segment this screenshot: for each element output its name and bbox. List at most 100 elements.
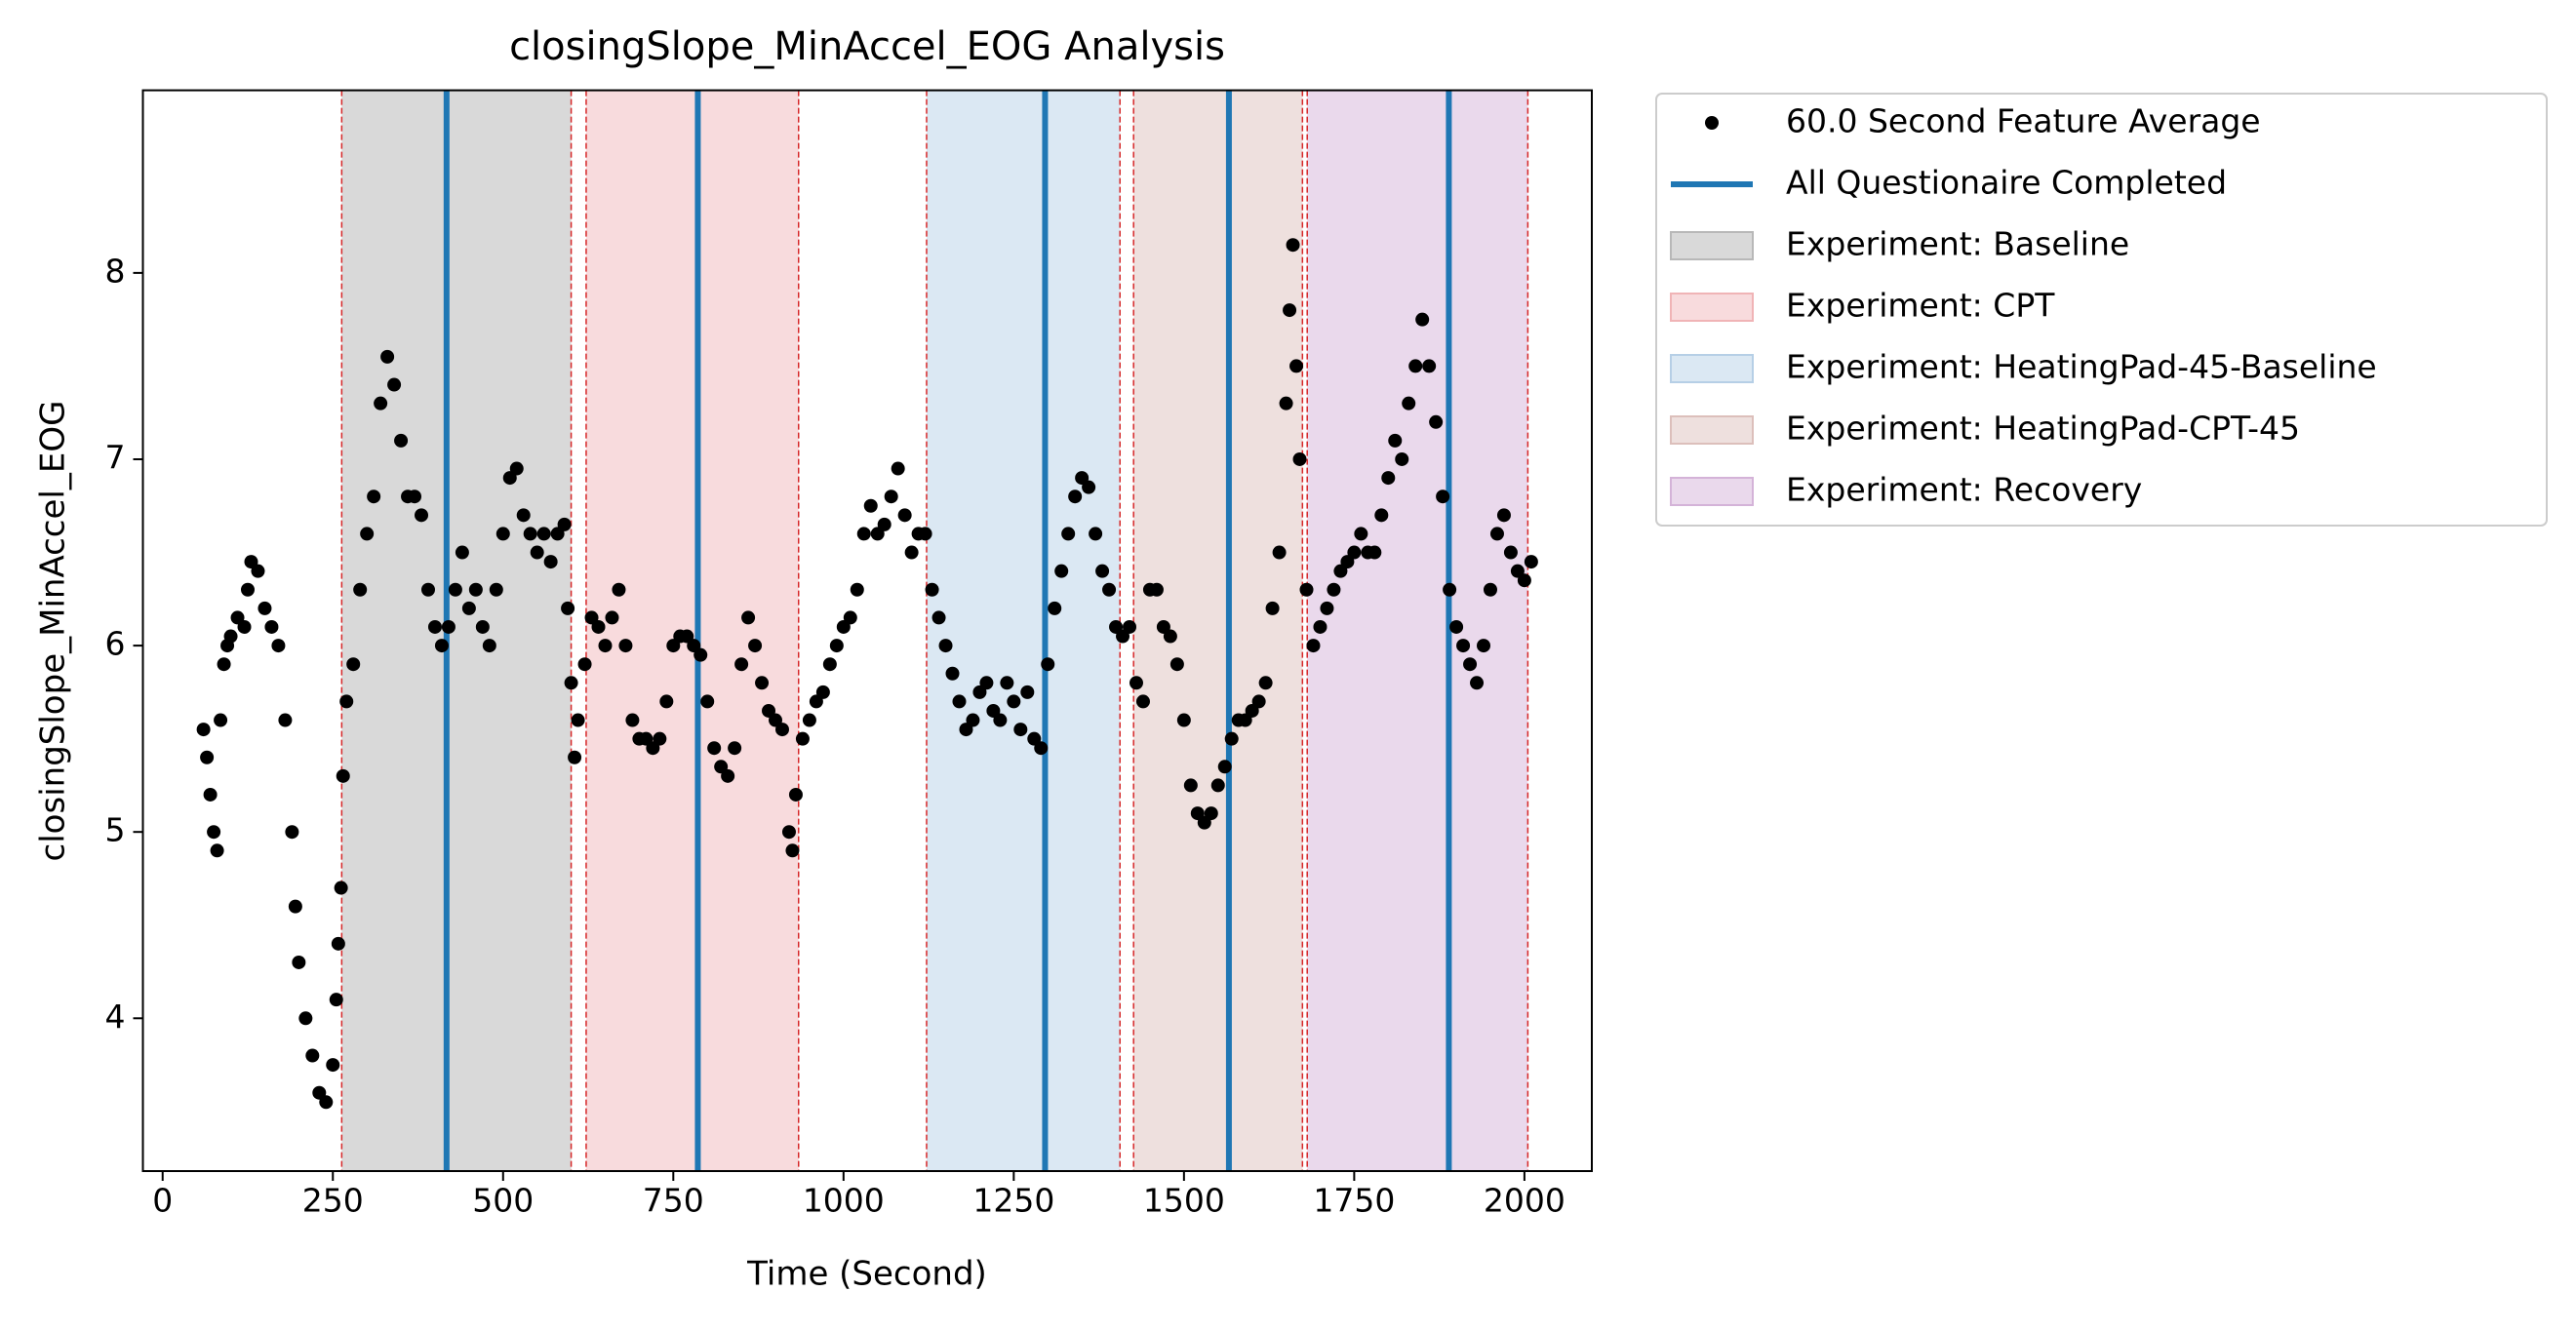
data-point xyxy=(1320,601,1334,615)
x-tick-label: 2000 xyxy=(1484,1182,1565,1220)
data-point xyxy=(482,639,496,653)
chart-title: closingSlope_MinAccel_EOG Analysis xyxy=(509,24,1225,69)
data-point xyxy=(707,741,722,756)
data-point xyxy=(1034,741,1049,756)
data-point xyxy=(564,676,578,690)
data-point xyxy=(331,936,345,951)
data-point xyxy=(700,694,715,709)
data-point xyxy=(441,619,456,634)
data-point xyxy=(1135,694,1150,709)
legend-swatch xyxy=(1670,293,1754,322)
data-point xyxy=(1408,359,1423,373)
data-point xyxy=(214,713,228,727)
data-point xyxy=(217,657,231,672)
data-point xyxy=(815,685,830,699)
legend-marker xyxy=(1705,116,1719,130)
x-tick-label: 250 xyxy=(302,1182,364,1220)
data-point xyxy=(1483,582,1497,597)
data-point xyxy=(1123,619,1137,634)
data-point xyxy=(891,461,905,476)
data-point xyxy=(298,1011,313,1026)
data-point xyxy=(1463,657,1478,672)
data-point xyxy=(1283,303,1297,318)
data-point xyxy=(1289,359,1304,373)
data-point xyxy=(1354,527,1368,541)
data-point xyxy=(659,694,674,709)
data-point xyxy=(1517,573,1531,588)
data-point xyxy=(945,666,960,681)
data-point xyxy=(822,657,837,672)
data-point xyxy=(516,508,531,523)
data-point xyxy=(264,619,279,634)
legend-label: Experiment: Recovery xyxy=(1786,471,2142,509)
legend-swatch xyxy=(1670,415,1754,445)
data-point xyxy=(1224,731,1239,746)
data-point xyxy=(1299,582,1314,597)
data-point xyxy=(346,657,361,672)
data-point xyxy=(329,993,343,1007)
data-point xyxy=(1422,359,1437,373)
data-point xyxy=(1258,676,1273,690)
data-point xyxy=(1089,527,1103,541)
data-point xyxy=(741,610,756,625)
data-point xyxy=(1048,601,1062,615)
data-point xyxy=(1381,471,1396,486)
data-point xyxy=(427,619,442,634)
data-point xyxy=(468,582,483,597)
data-point xyxy=(1149,582,1164,597)
legend-label: Experiment: HeatingPad-45-Baseline xyxy=(1786,348,2377,386)
data-point xyxy=(1429,414,1444,429)
data-point xyxy=(774,723,789,737)
data-point xyxy=(278,713,293,727)
data-point xyxy=(605,610,619,625)
data-point xyxy=(1327,582,1341,597)
data-point xyxy=(925,582,939,597)
data-point xyxy=(1169,657,1184,672)
data-point xyxy=(1279,396,1293,411)
data-point xyxy=(877,517,892,531)
data-point xyxy=(336,768,350,783)
data-point xyxy=(1000,676,1014,690)
data-point xyxy=(237,619,252,634)
data-point xyxy=(1415,312,1430,327)
data-point xyxy=(884,489,898,504)
data-point xyxy=(1367,545,1382,560)
data-point xyxy=(334,881,348,895)
data-point xyxy=(598,639,613,653)
y-tick-label: 4 xyxy=(105,998,126,1036)
data-point xyxy=(523,527,537,541)
data-point xyxy=(543,555,558,569)
legend-label: All Questionaire Completed xyxy=(1786,164,2227,202)
data-point xyxy=(495,527,510,541)
data-point xyxy=(938,639,953,653)
legend-label: Experiment: Baseline xyxy=(1786,225,2129,263)
data-point xyxy=(1388,433,1403,448)
data-point xyxy=(561,601,575,615)
data-point xyxy=(1217,760,1232,774)
data-point xyxy=(1470,676,1485,690)
data-point xyxy=(1061,527,1076,541)
data-point xyxy=(1496,508,1511,523)
data-point xyxy=(353,582,368,597)
data-point xyxy=(952,694,967,709)
data-point xyxy=(1020,685,1035,699)
x-tick-label: 1000 xyxy=(803,1182,885,1220)
data-point xyxy=(1436,489,1450,504)
data-point xyxy=(863,498,878,513)
y-tick-label: 5 xyxy=(105,811,126,849)
data-point xyxy=(196,723,211,737)
data-point xyxy=(285,825,299,840)
plot-frame xyxy=(141,89,1593,1173)
x-tick-label: 1500 xyxy=(1143,1182,1225,1220)
data-point xyxy=(1068,489,1083,504)
data-point xyxy=(203,787,218,802)
legend-frame xyxy=(1655,93,2548,527)
data-point xyxy=(339,694,354,709)
data-point xyxy=(966,713,980,727)
legend-swatch xyxy=(1670,477,1754,506)
data-point xyxy=(856,527,871,541)
x-axis-label: Time (Second) xyxy=(746,1255,987,1294)
span xyxy=(341,90,572,1172)
data-point xyxy=(802,713,816,727)
